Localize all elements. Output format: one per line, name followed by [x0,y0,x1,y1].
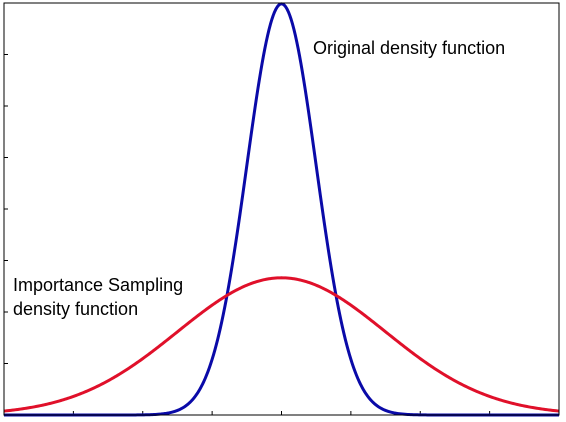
plot-area [4,3,559,415]
plot-frame [3,2,560,416]
annotation-importance-sampling-density: Importance Sampling density function [13,275,188,319]
annotation-importance-sampling-line-2: density function [13,299,138,319]
annotation-importance-sampling-line-1: Importance Sampling [13,275,183,295]
annotation-original-density: Original density function [313,38,505,58]
annotation-original-density-line-1: Original density function [313,38,505,58]
density-curve-1 [3,276,560,413]
